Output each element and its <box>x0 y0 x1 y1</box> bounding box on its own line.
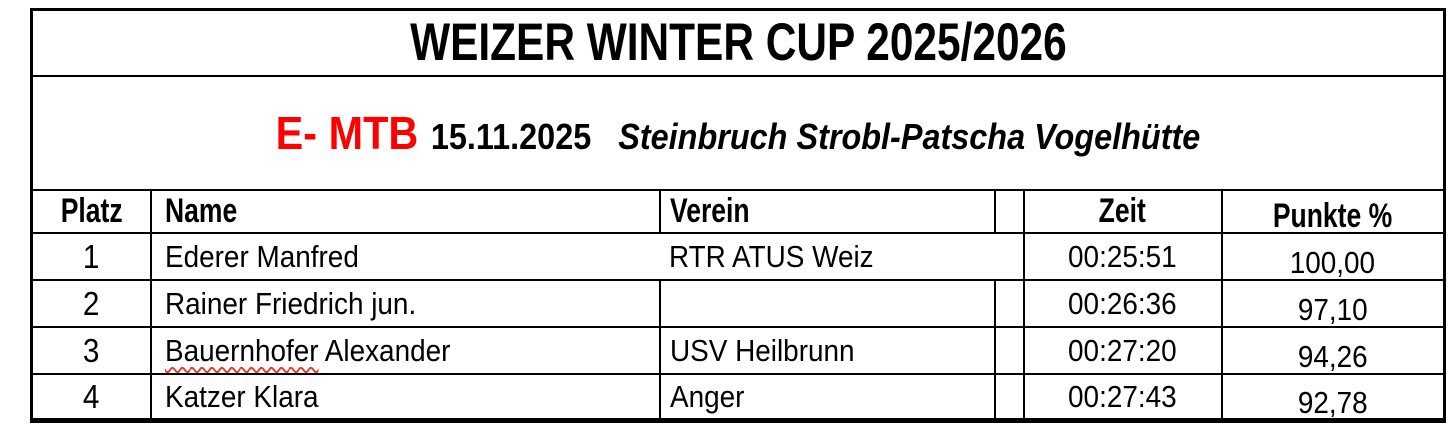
zeit-cell: 00:27:43 <box>1022 372 1223 422</box>
name-cell: Bauernhofer Alexander <box>149 325 661 375</box>
punkte-cell: 94,26 <box>1220 325 1446 375</box>
punkte-cell: 100,00 <box>1220 231 1446 281</box>
platz-cell: 2 <box>30 278 152 328</box>
name-rest: Alexander <box>318 332 450 368</box>
zeit-cell: 00:25:51 <box>1022 231 1223 281</box>
verein-cell <box>658 278 996 328</box>
results-sheet: WEIZER WINTER CUP 2025/2026 E- MTB 15.11… <box>30 8 1446 423</box>
platz-cell: 3 <box>30 325 152 375</box>
header-name: Name <box>149 188 661 234</box>
name-cell: Katzer Klara <box>149 372 661 422</box>
event-subtitle: E- MTB 15.11.2025 Steinbruch Strobl-Pats… <box>104 110 1373 156</box>
result-row-4: 4 Katzer Klara Anger 00:27:43 92,78 <box>30 372 1446 422</box>
spacer-cell <box>993 372 1025 422</box>
header-spacer <box>993 188 1025 234</box>
result-row-3: 3 Bauernhofer Alexander USV Heilbrunn 00… <box>30 325 1446 375</box>
spacer-cell <box>993 231 1025 281</box>
header-platz: Platz <box>30 188 152 234</box>
page-title: WEIZER WINTER CUP 2025/2026 <box>409 13 1067 73</box>
header-verein: Verein <box>658 188 996 234</box>
event-location: Steinbruch Strobl-Patscha Vogelhütte <box>618 115 1201 157</box>
verein-cell: Anger <box>658 372 996 422</box>
punkte-cell: 92,78 <box>1220 372 1446 422</box>
platz-cell: 4 <box>30 372 152 422</box>
title-cell: WEIZER WINTER CUP 2025/2026 <box>30 8 1446 77</box>
result-row-1: 1 Ederer Manfred RTR ATUS Weiz 00:25:51 … <box>30 231 1446 281</box>
subtitle-row: E- MTB 15.11.2025 Steinbruch Strobl-Pats… <box>30 74 1446 191</box>
name-cell: Rainer Friedrich jun. <box>149 278 661 328</box>
spacer-cell <box>993 278 1025 328</box>
zeit-cell: 00:26:36 <box>1022 278 1223 328</box>
header-zeit: Zeit <box>1022 188 1223 234</box>
misspelled-word: Bauernhofer <box>164 332 319 368</box>
event-category: E- MTB <box>275 106 419 159</box>
subtitle-cell: E- MTB 15.11.2025 Steinbruch Strobl-Pats… <box>30 74 1446 191</box>
title-row: WEIZER WINTER CUP 2025/2026 <box>30 8 1446 77</box>
name-cell: Ederer Manfred <box>149 231 661 281</box>
result-row-2: 2 Rainer Friedrich jun. 00:26:36 97,10 <box>30 278 1446 328</box>
punkte-cell: 97,10 <box>1220 278 1446 328</box>
table-header-row: Platz Name Verein Zeit Punkte % <box>30 188 1446 234</box>
results-table: WEIZER WINTER CUP 2025/2026 E- MTB 15.11… <box>30 8 1446 423</box>
spacer-cell <box>993 325 1025 375</box>
verein-cell: RTR ATUS Weiz <box>659 231 995 281</box>
event-date: 15.11.2025 <box>430 115 592 157</box>
platz-cell: 1 <box>30 231 152 281</box>
header-punkte: Punkte % <box>1220 188 1446 234</box>
verein-cell: USV Heilbrunn <box>658 325 996 375</box>
zeit-cell: 00:27:20 <box>1022 325 1223 375</box>
